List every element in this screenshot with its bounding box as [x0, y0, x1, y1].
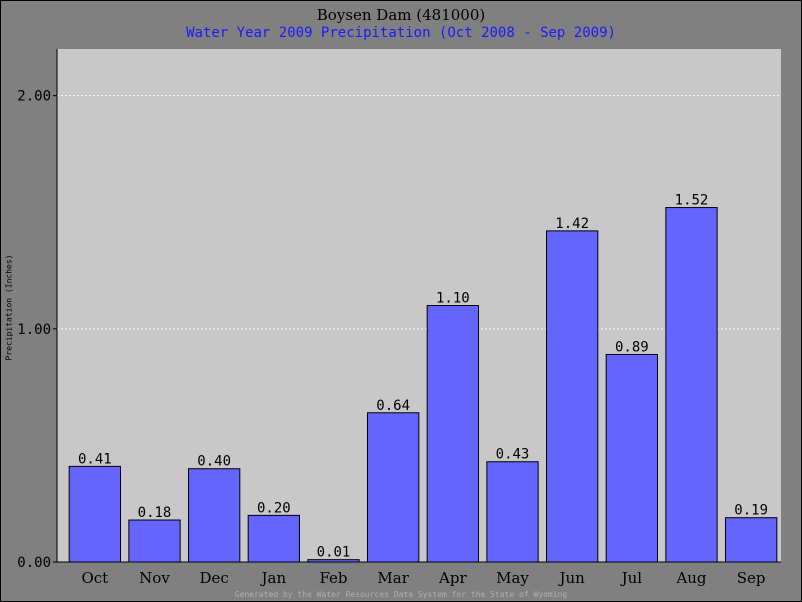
- bar-mar: [367, 412, 420, 563]
- data-label: 1.52: [675, 193, 709, 209]
- data-label: 1.42: [555, 216, 589, 232]
- y-tick-label: 1.00: [17, 322, 51, 338]
- x-tick-label: Nov: [139, 569, 170, 587]
- bar-apr: [426, 305, 479, 563]
- bar-aug: [665, 207, 718, 563]
- x-tick-label: Mar: [377, 569, 409, 587]
- footer-credit: Generated by the Water Resources Data Sy…: [234, 590, 568, 599]
- data-label: 0.40: [197, 454, 231, 470]
- bar-oct: [68, 465, 121, 563]
- data-label: 0.18: [138, 505, 172, 521]
- x-tick-label: Dec: [200, 569, 229, 587]
- chart-subtitle: Water Year 2009 Precipitation (Oct 2008 …: [186, 25, 616, 41]
- bar-may: [486, 461, 539, 563]
- data-label: 0.43: [496, 447, 530, 463]
- data-label: 0.64: [376, 398, 410, 414]
- x-tick-label: Oct: [81, 569, 108, 587]
- y-tick-label: 2.00: [17, 89, 51, 105]
- x-tick-label: Jan: [260, 569, 287, 587]
- bar-jan: [247, 514, 300, 563]
- bar-nov: [128, 519, 181, 563]
- data-label: 0.01: [317, 545, 351, 561]
- x-tick-label: Jul: [620, 569, 643, 587]
- data-label: 0.41: [78, 451, 112, 467]
- y-tick-label: 0.00: [17, 555, 51, 571]
- data-label: 1.10: [436, 291, 470, 307]
- data-label: 0.89: [615, 339, 649, 355]
- x-tick-label: May: [496, 569, 529, 587]
- bar-jul: [605, 353, 658, 563]
- x-tick-label: Feb: [319, 569, 347, 587]
- data-label: 0.20: [257, 500, 291, 516]
- x-tick-label: Jun: [557, 569, 585, 587]
- x-tick-label: Aug: [675, 569, 706, 587]
- bar-jun: [546, 230, 599, 563]
- x-tick-label: Sep: [737, 569, 766, 587]
- data-label: 0.19: [734, 503, 768, 519]
- chart-title: Boysen Dam (481000): [316, 6, 486, 24]
- x-tick-label: Apr: [438, 569, 467, 587]
- bar-dec: [188, 468, 241, 563]
- bar-sep: [725, 517, 778, 563]
